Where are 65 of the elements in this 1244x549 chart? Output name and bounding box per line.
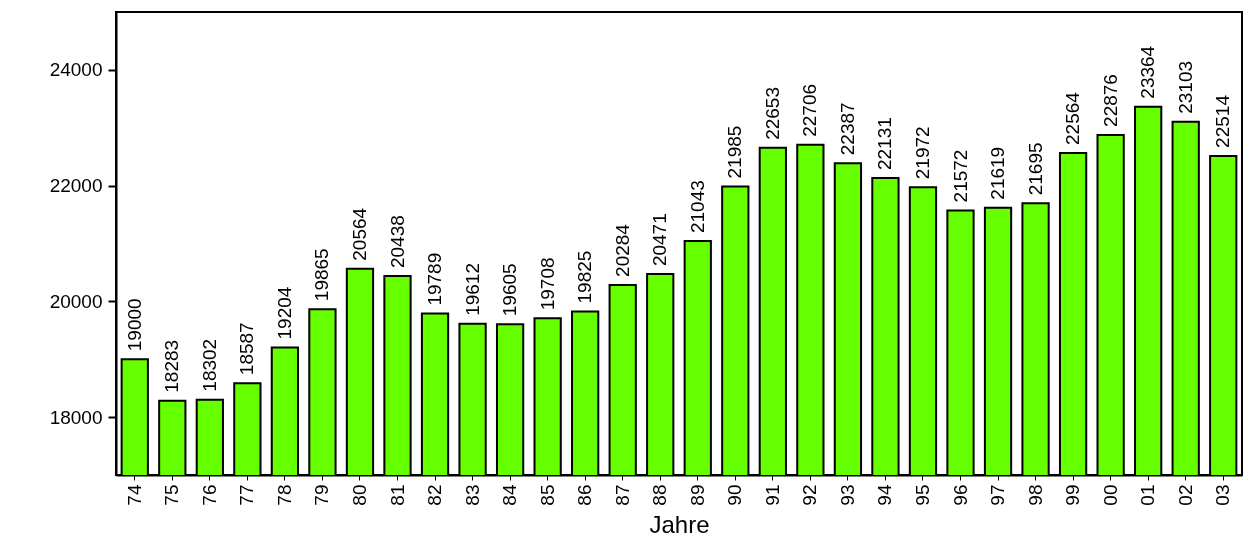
x-tick-label: 01 xyxy=(1137,484,1159,506)
data-label: 19612 xyxy=(461,262,483,316)
data-label: 19825 xyxy=(574,250,596,304)
x-tick-label: 78 xyxy=(273,484,295,506)
data-label: 22387 xyxy=(836,102,858,156)
data-label: 22564 xyxy=(1062,91,1084,145)
data-label: 20471 xyxy=(649,213,671,267)
data-label: 23364 xyxy=(1137,45,1159,99)
x-tick-label: 87 xyxy=(611,484,633,506)
y-tick-label: 18000 xyxy=(49,406,103,428)
data-label: 21572 xyxy=(949,149,971,203)
data-label: 22653 xyxy=(761,86,783,140)
x-tick-label: 82 xyxy=(424,484,446,506)
y-tick-label: 20000 xyxy=(49,290,103,312)
data-label: 19605 xyxy=(499,263,521,317)
data-label: 19865 xyxy=(311,248,333,302)
data-label: 21985 xyxy=(724,125,746,179)
x-tick-label: 00 xyxy=(1099,484,1121,506)
data-label: 22706 xyxy=(799,83,821,137)
x-tick-label: 79 xyxy=(311,484,333,506)
x-tick-label: 83 xyxy=(461,484,483,506)
x-tick-label: 85 xyxy=(536,484,558,506)
y-tick-label: 24000 xyxy=(49,59,103,81)
x-tick-label: 76 xyxy=(198,484,220,506)
data-label: 20284 xyxy=(611,223,633,277)
x-axis-title: Jahre xyxy=(649,510,710,538)
x-tick-label: 88 xyxy=(649,484,671,506)
data-label: 19789 xyxy=(424,252,446,306)
data-label: 19708 xyxy=(536,257,558,311)
y-tick-label: 22000 xyxy=(49,175,103,197)
data-label: 21972 xyxy=(911,126,933,180)
data-label: 19000 xyxy=(123,298,145,352)
data-label: 20564 xyxy=(348,207,370,261)
x-tick-label: 90 xyxy=(724,484,746,506)
x-tick-label: 91 xyxy=(761,484,783,506)
data-label: 18283 xyxy=(161,339,183,393)
x-tick-label: 95 xyxy=(911,484,933,506)
data-label: 23103 xyxy=(1174,60,1196,114)
x-tick-label: 98 xyxy=(1024,484,1046,506)
data-label: 18302 xyxy=(198,338,220,392)
x-tick-label: 84 xyxy=(499,484,521,506)
x-tick-label: 99 xyxy=(1062,484,1084,506)
x-tick-label: 96 xyxy=(949,484,971,506)
x-tick-label: 02 xyxy=(1174,484,1196,506)
x-tick-label: 89 xyxy=(686,484,708,506)
x-tick-label: 92 xyxy=(799,484,821,506)
x-tick-label: 80 xyxy=(348,484,370,506)
data-label: 22131 xyxy=(874,117,896,171)
x-tick-label: 74 xyxy=(123,484,145,506)
data-label: 20438 xyxy=(386,215,408,269)
x-tick-label: 97 xyxy=(987,484,1009,506)
data-label: 18587 xyxy=(236,322,258,376)
x-tick-label: 81 xyxy=(386,484,408,506)
x-tick-label: 03 xyxy=(1212,484,1234,506)
x-tick-label: 86 xyxy=(574,484,596,506)
data-label: 21043 xyxy=(686,180,708,234)
data-label: 22514 xyxy=(1212,94,1234,148)
data-label: 21695 xyxy=(1024,142,1046,196)
x-tick-label: 77 xyxy=(236,484,258,506)
x-tick-label: 75 xyxy=(161,484,183,506)
x-tick-label: 93 xyxy=(836,484,858,506)
data-label: 22876 xyxy=(1099,74,1121,127)
data-label: 21619 xyxy=(987,146,1009,200)
data-label: 19204 xyxy=(273,286,295,340)
x-tick-label: 94 xyxy=(874,484,896,506)
